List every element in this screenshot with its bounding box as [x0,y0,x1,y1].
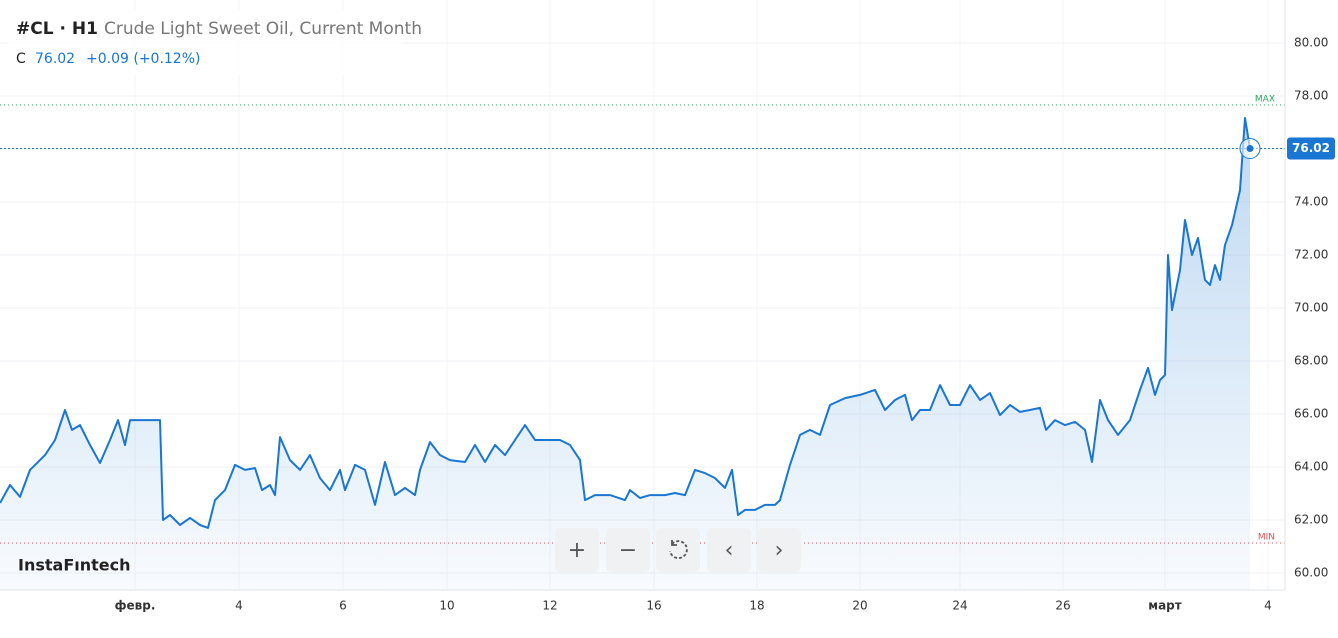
y-tick-label: 62.00 [1294,513,1328,527]
reset-icon [669,540,688,560]
y-tick-label: 60.00 [1294,566,1328,580]
current-price-label: 76.02 [1292,141,1330,155]
y-tick-label: 68.00 [1294,354,1328,368]
change: +0.09 (+0.12%) [86,51,200,67]
reset-button[interactable] [656,528,700,572]
scroll-right-button[interactable]: › [757,528,801,572]
x-tick-label: 6 [339,599,347,613]
x-tick-label: 10 [439,599,454,613]
x-tick-label: март [1148,599,1181,613]
close-label: C [16,51,26,67]
x-tick-label: 12 [542,599,557,613]
x-tick-label: 20 [852,599,867,613]
x-tick-label: 18 [749,599,764,613]
area-fill [0,118,1250,590]
x-tick-label: 26 [1055,599,1070,613]
brand: InstaFıntech [18,556,131,575]
close-value: 76.02 [35,51,75,67]
x-tick-label: февр. [115,599,156,613]
x-tick-label: 16 [646,599,661,613]
max-label: MAX [1255,95,1275,105]
zoom-out-button[interactable]: − [606,528,650,572]
header-bg [8,10,403,74]
y-tick-label: 64.00 [1294,460,1328,474]
zoom-in-button[interactable]: + [555,528,599,572]
price-line [0,117,1251,529]
last-point [1246,144,1254,152]
y-tick-label: 66.00 [1294,407,1328,421]
y-tick-label: 74.00 [1294,195,1328,209]
y-tick-label: 72.00 [1294,248,1328,262]
y-tick-label: 70.00 [1294,301,1328,315]
x-tick-label: 4 [1264,599,1272,613]
current-price-tag [1287,137,1335,160]
symbol: #CL · H1 [16,19,98,39]
x-tick-label: 4 [235,599,243,613]
scroll-left-button[interactable]: ‹ [707,528,751,572]
x-tick-label: 24 [952,599,967,613]
y-tick-label: 78.00 [1294,89,1328,103]
min-label: MIN [1258,533,1275,543]
y-tick-label: 80.00 [1294,36,1328,50]
instrument-name: Crude Light Sweet Oil, Current Month [104,19,422,39]
